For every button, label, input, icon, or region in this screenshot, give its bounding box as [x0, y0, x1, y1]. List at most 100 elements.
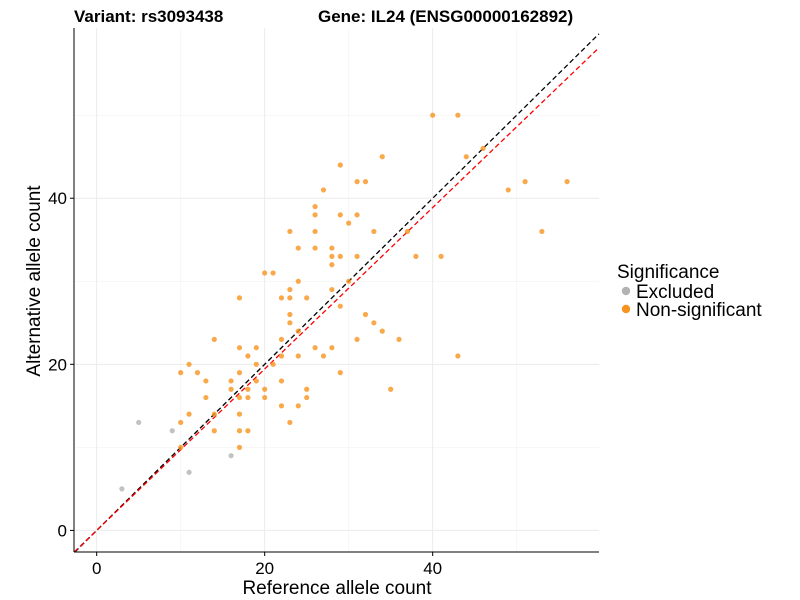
point-non-significant [287, 419, 293, 426]
x-tick-label: 40 [423, 559, 442, 578]
point-non-significant [312, 203, 318, 210]
point-non-significant [320, 187, 327, 193]
point-non-significant [278, 353, 285, 359]
point-non-significant [228, 386, 234, 392]
point-non-significant [178, 370, 184, 376]
point-non-significant [346, 278, 352, 284]
point-non-significant [304, 394, 310, 401]
point-non-significant [178, 444, 184, 450]
y-tick-label: 0 [58, 521, 67, 540]
point-non-significant [388, 386, 394, 392]
point-non-significant [455, 112, 461, 118]
point-non-significant [194, 370, 201, 376]
point-non-significant [287, 311, 293, 318]
point-non-significant [354, 253, 360, 259]
point-non-significant [236, 345, 243, 351]
point-non-significant [430, 112, 436, 118]
point-non-significant [295, 278, 301, 284]
point-non-significant [295, 245, 301, 251]
point-non-significant [228, 378, 234, 384]
point-non-significant [438, 253, 444, 259]
point-non-significant [320, 353, 327, 359]
legend-label-excluded: Excluded [636, 282, 714, 303]
point-non-significant [396, 336, 402, 343]
point-non-significant [379, 154, 385, 160]
point-non-significant [236, 411, 243, 417]
point-non-significant [253, 361, 259, 367]
point-non-significant [245, 428, 251, 434]
point-non-significant [186, 411, 192, 417]
reference-line-fit [73, 47, 600, 553]
point-non-significant [236, 394, 243, 401]
point-non-significant [337, 162, 343, 168]
point-non-significant [362, 179, 369, 185]
point-excluded [136, 419, 142, 426]
reference-lines [73, 33, 600, 553]
point-non-significant [371, 320, 377, 326]
point-non-significant [354, 336, 360, 343]
point-non-significant [463, 154, 469, 160]
point-non-significant [312, 245, 318, 251]
point-non-significant [287, 228, 293, 235]
point-non-significant [278, 336, 285, 343]
point-non-significant [564, 179, 570, 185]
point-non-significant [287, 295, 293, 301]
point-non-significant [346, 220, 352, 226]
point-non-significant [337, 253, 343, 259]
point-non-significant [295, 328, 301, 334]
point-non-significant [262, 270, 268, 276]
point-non-significant [304, 295, 310, 301]
point-non-significant [278, 295, 285, 301]
point-non-significant [304, 386, 310, 392]
point-non-significant [262, 394, 268, 401]
x-tick-label: 20 [255, 559, 274, 578]
legend-key-excluded [621, 286, 631, 296]
point-non-significant [480, 145, 486, 152]
point-non-significant [329, 345, 335, 351]
point-non-significant [312, 345, 318, 351]
point-non-significant [236, 428, 243, 434]
y-tick-label: 40 [48, 189, 67, 208]
point-non-significant [236, 444, 243, 450]
point-non-significant [354, 179, 360, 185]
point-non-significant [270, 270, 276, 276]
point-non-significant [245, 386, 251, 392]
gene-title: Gene: IL24 (ENSG00000162892) [318, 7, 573, 26]
point-non-significant [371, 228, 377, 235]
legend-key-nonsignificant [621, 304, 631, 314]
reference-line-identity [74, 33, 600, 553]
point-non-significant [329, 245, 335, 251]
point-non-significant [287, 320, 293, 326]
point-non-significant [278, 403, 285, 409]
point-non-significant [186, 361, 192, 367]
point-non-significant [505, 187, 511, 193]
point-non-significant [413, 253, 419, 259]
point-non-significant [329, 286, 335, 293]
point-non-significant [455, 353, 461, 359]
point-non-significant [329, 262, 335, 268]
point-excluded [228, 453, 234, 459]
point-non-significant [287, 286, 293, 293]
x-axis-title: Reference allele count [242, 578, 432, 599]
point-non-significant [312, 228, 318, 235]
point-non-significant [295, 353, 301, 359]
variant-title: Variant: rs3093438 [74, 7, 223, 26]
point-non-significant [312, 212, 318, 218]
point-non-significant [522, 179, 528, 185]
point-non-significant [337, 303, 343, 309]
y-axis-title: Alternative allele count [24, 185, 45, 377]
point-non-significant [211, 428, 217, 434]
legend: Significance Excluded Non-significant [617, 262, 762, 321]
point-excluded [169, 428, 175, 434]
x-tick-label: 0 [92, 559, 101, 578]
point-non-significant [295, 403, 301, 409]
point-non-significant [203, 378, 209, 384]
point-non-significant [253, 378, 259, 384]
legend-label-nonsignificant: Non-significant [636, 300, 762, 321]
point-non-significant [178, 419, 184, 426]
point-non-significant [278, 378, 285, 384]
point-non-significant [253, 345, 259, 351]
data-points [119, 112, 570, 492]
point-non-significant [379, 328, 385, 334]
axes: 0 20 40 0 20 40 [48, 28, 599, 578]
